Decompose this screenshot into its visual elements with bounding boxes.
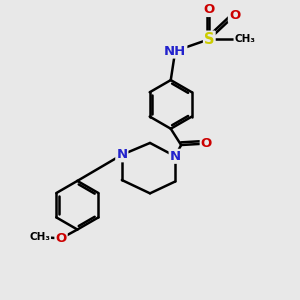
Text: O: O xyxy=(229,9,240,22)
Text: CH₃: CH₃ xyxy=(234,34,255,44)
Text: N: N xyxy=(116,148,128,161)
Text: S: S xyxy=(204,32,214,47)
Text: N: N xyxy=(169,150,181,163)
Text: O: O xyxy=(201,137,212,150)
Text: O: O xyxy=(204,3,215,16)
Text: CH₃: CH₃ xyxy=(29,232,50,242)
Text: NH: NH xyxy=(164,44,186,58)
Text: O: O xyxy=(56,232,67,245)
